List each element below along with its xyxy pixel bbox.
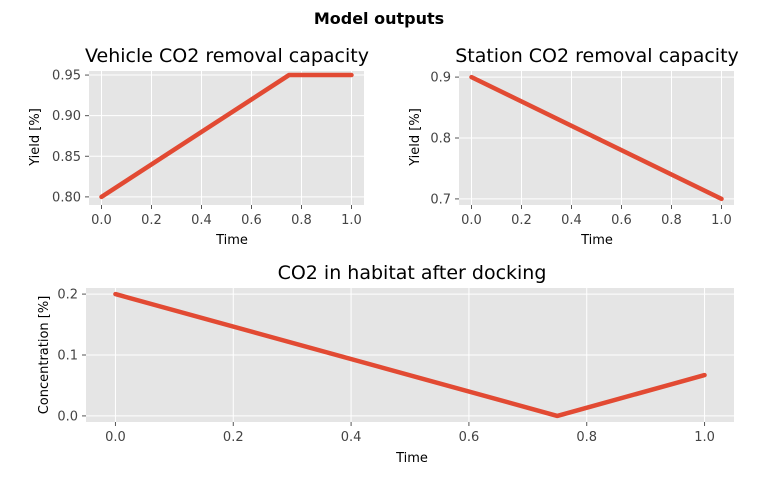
vehicle-capacity-ytick-label: 0.95: [52, 69, 81, 84]
station-capacity-xtick-label: 0.0: [461, 213, 482, 228]
vehicle-capacity-title: Vehicle CO2 removal capacity: [85, 45, 369, 67]
habitat-co2-axes: 0.0 0.2 0.4 0.6 0.8 1.0 0.0 0.1 0.2 CO2 in habit…: [37, 262, 734, 466]
vehicle-capacity-series-line: [99, 72, 354, 200]
habitat-co2-xlabel: Time: [395, 451, 428, 466]
habitat-co2-ytick-label: 0.0: [57, 409, 78, 424]
station-capacity-xtick-label: 0.4: [561, 213, 582, 228]
habitat-co2-ytick-label: 0.1: [57, 349, 78, 364]
station-capacity-xtick-label: 0.8: [661, 213, 682, 228]
habitat-co2-xtick-label: 0.8: [576, 430, 597, 445]
station-capacity-ytick-label: 0.8: [430, 132, 451, 147]
station-capacity-ytick-label: 0.9: [430, 71, 451, 86]
station-capacity-xtick-label: 0.6: [611, 213, 632, 228]
vehicle-capacity-xtick-label: 0.2: [141, 213, 162, 228]
vehicle-capacity-plot-area: [89, 71, 364, 205]
habitat-co2-xtick-label: 0.2: [223, 430, 244, 445]
station-capacity-ytick-label: 0.7: [430, 192, 451, 207]
station-capacity-xlabel: Time: [580, 233, 613, 248]
vehicle-capacity-ytick-label: 0.80: [52, 190, 81, 205]
station-capacity-xtick-label: 1.0: [711, 213, 732, 228]
vehicle-capacity-xlabel: Time: [215, 233, 248, 248]
habitat-co2-xtick-label: 0.0: [105, 430, 126, 445]
habitat-co2-xtick-label: 0.6: [459, 430, 480, 445]
station-capacity-axes: 0.0 0.2 0.4 0.6 0.8 1.0 0.7 0.8 0.9 Station CO2 …: [408, 45, 739, 248]
habitat-co2-series-line: [113, 291, 707, 419]
vehicle-capacity-axes: 0.0 0.2 0.4 0.6 0.8 1.0 0.80 0.85 0.90 0.95 Vehic…: [28, 45, 369, 248]
station-capacity-xtick-label: 0.2: [511, 213, 532, 228]
habitat-co2-title: CO2 in habitat after docking: [278, 262, 547, 284]
station-capacity-ylabel: Yield [%]: [408, 108, 423, 167]
habitat-co2-ytick-label: 0.2: [57, 288, 78, 303]
station-capacity-series-line: [469, 74, 724, 202]
vehicle-capacity-xtick-label: 0.8: [291, 213, 312, 228]
vehicle-capacity-xtick-label: 0.0: [91, 213, 112, 228]
habitat-co2-xtick-label: 1.0: [694, 430, 715, 445]
vehicle-capacity-ylabel: Yield [%]: [28, 108, 43, 167]
station-capacity-title: Station CO2 removal capacity: [455, 45, 739, 67]
vehicle-capacity-xtick-label: 1.0: [341, 213, 362, 228]
vehicle-capacity-xtick-label: 0.6: [241, 213, 262, 228]
vehicle-capacity-ytick-label: 0.85: [52, 150, 81, 165]
figure-suptitle: Model outputs: [314, 9, 444, 28]
vehicle-capacity-ytick-label: 0.90: [52, 109, 81, 124]
habitat-co2-xtick-label: 0.4: [341, 430, 362, 445]
vehicle-capacity-xtick-label: 0.4: [191, 213, 212, 228]
habitat-co2-ylabel: Concentration [%]: [37, 296, 52, 415]
